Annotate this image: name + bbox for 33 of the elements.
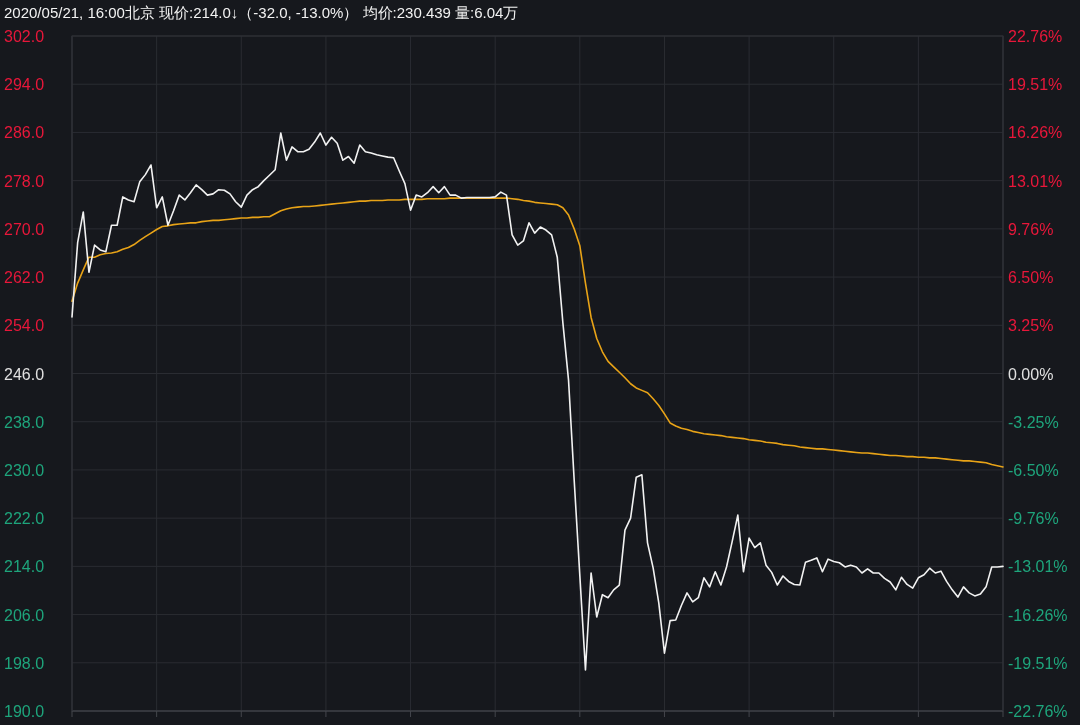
y2-tick-label: 3.25%: [1008, 317, 1054, 335]
y2-tick-label: -9.76%: [1008, 510, 1059, 528]
y-tick-label: 294.0: [4, 76, 45, 94]
y2-tick-label: 9.76%: [1008, 220, 1054, 238]
y2-tick-label: -13.01%: [1008, 558, 1068, 576]
y-tick-label: 302.0: [4, 28, 45, 45]
y-tick-label: 222.0: [4, 510, 45, 528]
y-tick-label: 270.0: [4, 220, 45, 238]
y2-tick-label: -16.26%: [1008, 606, 1068, 624]
y2-tick-label: -3.25%: [1008, 413, 1059, 431]
y-tick-label: 190.0: [4, 703, 45, 720]
y2-tick-label: 0.00%: [1008, 365, 1054, 383]
y2-tick-label: 6.50%: [1008, 269, 1054, 287]
y2-tick-label: 13.01%: [1008, 172, 1063, 190]
line-series: [71, 197, 1004, 468]
y-tick-label: 230.0: [4, 461, 45, 479]
chart-title: 2020/05/21, 16:00北京 现价:214.0↓（-32.0, -13.0%） 均价:230.439 量:6.04万: [4, 4, 519, 21]
line-series: [71, 132, 1004, 671]
y-tick-label: 246.0: [4, 365, 45, 383]
y2-tick-label: 22.76%: [1008, 28, 1063, 45]
y2-tick-label: -22.76%: [1008, 703, 1068, 720]
y-tick-label: 262.0: [4, 269, 45, 287]
y-tick-label: 214.0: [4, 558, 45, 576]
y-tick-label: 254.0: [4, 317, 45, 335]
y2-tick-label: -19.51%: [1008, 654, 1068, 672]
y2-tick-label: 19.51%: [1008, 76, 1063, 94]
y-tick-label: 238.0: [4, 413, 45, 431]
y-tick-label: 198.0: [4, 654, 45, 672]
y2-tick-label: 16.26%: [1008, 124, 1063, 142]
y-tick-label: 286.0: [4, 124, 45, 142]
y-tick-label: 278.0: [4, 172, 45, 190]
y2-tick-label: -6.50%: [1008, 461, 1059, 479]
y-tick-label: 206.0: [4, 606, 45, 624]
